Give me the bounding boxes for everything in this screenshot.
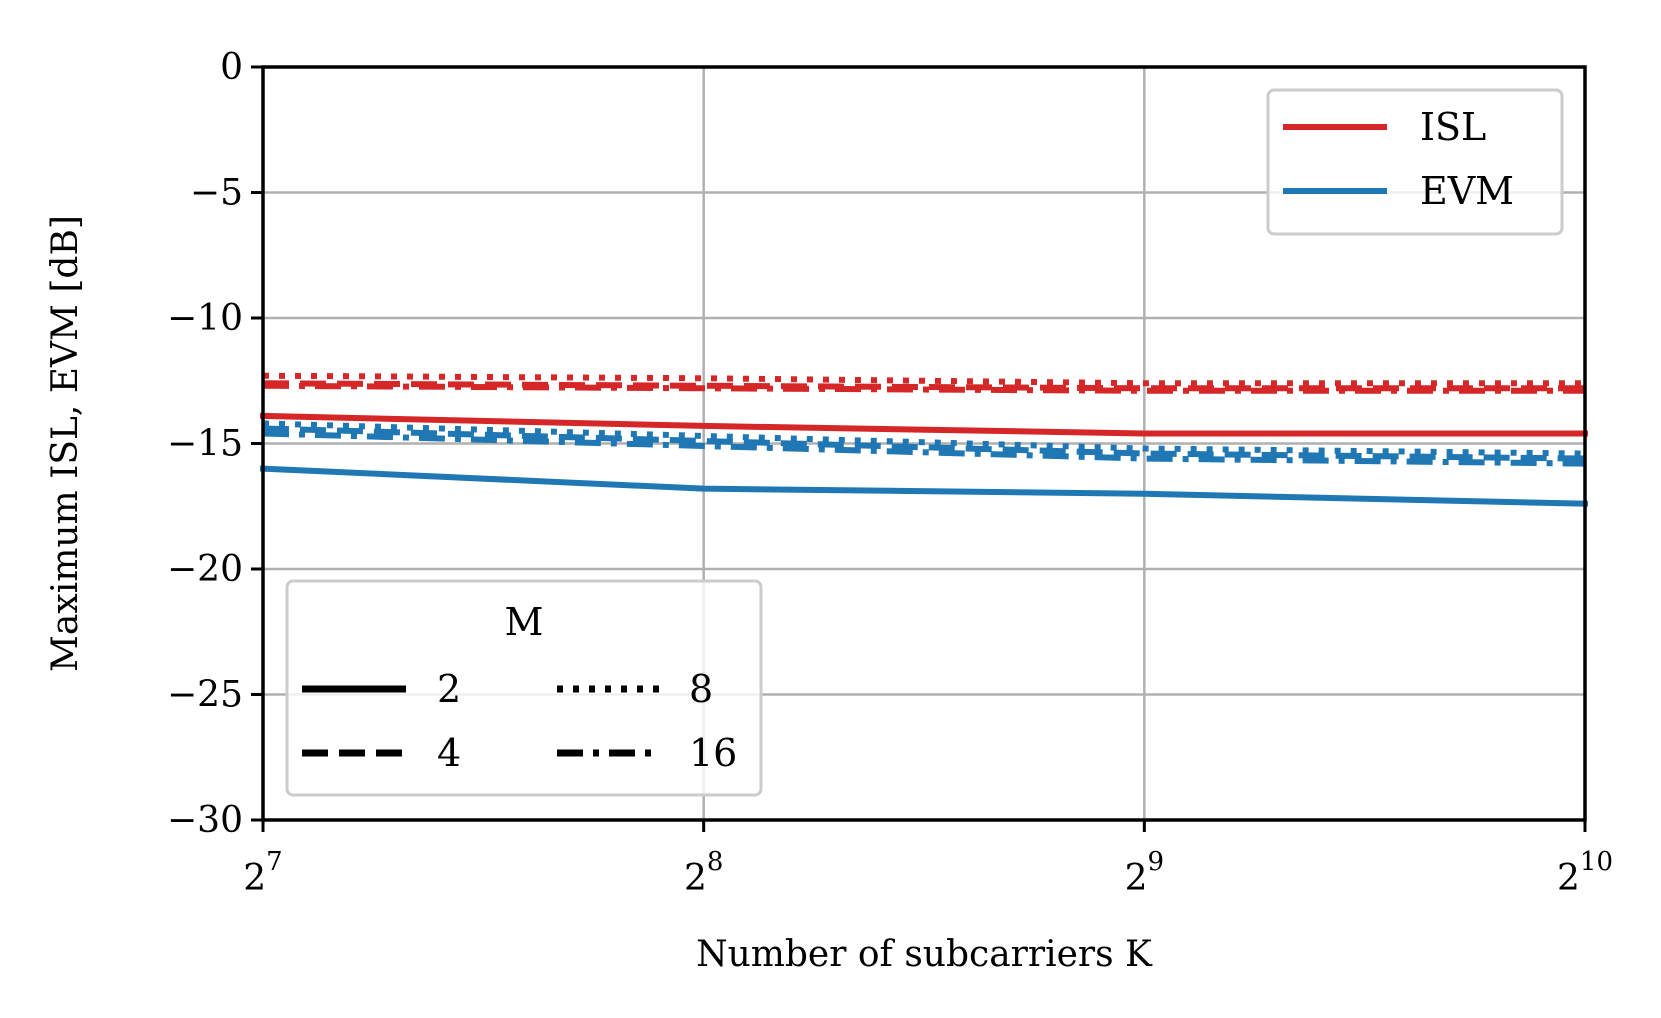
y-tick-label: −30 [167, 800, 243, 841]
series-evm-m8 [262, 420, 1586, 457]
series-evm-m2 [259, 465, 1589, 507]
x-axis-title: Number of subcarriers K [696, 934, 1153, 975]
x-tick-label: 210 [1557, 847, 1613, 899]
y-tick-label: −10 [167, 298, 243, 339]
metric-legend-label: EVM [1420, 169, 1514, 213]
y-tick-label: −15 [167, 424, 243, 465]
m-legend-label: 8 [689, 667, 713, 711]
m-legend-label: 4 [437, 731, 461, 775]
m-legend-title: M [505, 600, 544, 644]
metric-legend: ISL EVM [1266, 88, 1564, 236]
m-legend-label: 16 [689, 731, 737, 775]
metric-legend-label: ISL [1420, 105, 1486, 149]
series-group [259, 372, 1589, 507]
m-legend: M2 8 4 16 [285, 579, 763, 797]
metric-legend-box [1266, 88, 1564, 236]
y-tick-label: 0 [220, 47, 243, 88]
y-tick-label: −25 [167, 675, 243, 716]
series-isl-m2 [259, 412, 1588, 437]
series-evm-m16 [262, 430, 1586, 467]
x-tick-label: 29 [1125, 847, 1164, 899]
y-tick-label: −20 [167, 549, 243, 590]
y-axis-title: Maximum ISL, EVM [dB] [45, 215, 86, 672]
series-isl-m16 [262, 382, 1585, 394]
m-legend-label: 2 [437, 667, 461, 711]
m-legend-box [285, 579, 763, 797]
y-tick-label: −5 [190, 173, 243, 214]
series-isl-m8 [262, 372, 1585, 387]
x-tick-label: 28 [684, 847, 723, 899]
x-tick-label: 27 [243, 847, 282, 899]
